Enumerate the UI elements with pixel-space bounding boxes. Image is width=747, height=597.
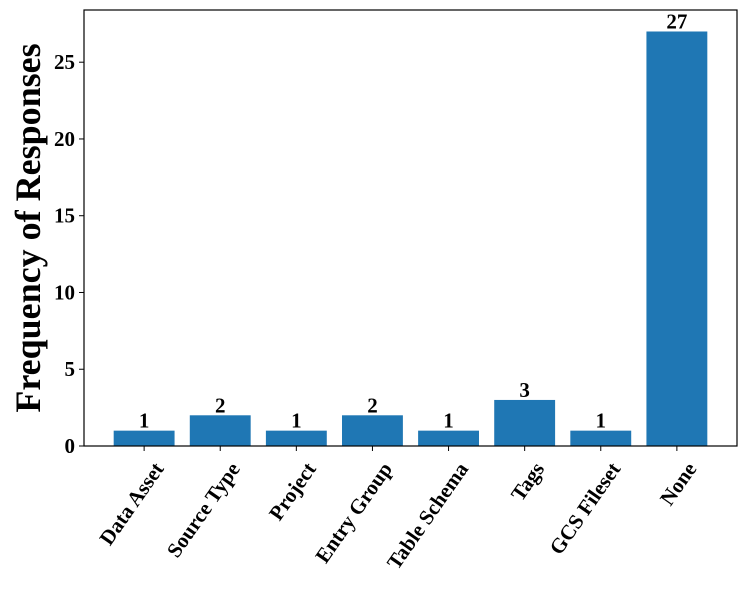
bar <box>570 430 632 446</box>
value-label: 1 <box>596 409 607 433</box>
x-tick-label: Entry Group <box>310 458 397 568</box>
x-tick-label: Data Asset <box>94 458 168 550</box>
x-tick-label: Table Schema <box>382 457 473 573</box>
bar <box>646 31 708 447</box>
x-tick-label: Project <box>264 458 321 525</box>
value-label: 3 <box>519 378 530 402</box>
x-tick-label: Source Type <box>162 458 245 562</box>
bar <box>342 415 403 446</box>
bar <box>418 430 479 446</box>
y-tick-label: 25 <box>54 50 75 74</box>
y-tick-label: 10 <box>54 280 75 304</box>
value-label: 1 <box>443 409 454 433</box>
y-tick-label: 5 <box>65 357 76 381</box>
y-tick-label: 0 <box>65 434 76 458</box>
value-label: 27 <box>666 9 687 33</box>
value-label: 2 <box>367 393 378 417</box>
x-tick-label: None <box>655 458 701 510</box>
x-tick-label: Tags <box>506 458 549 506</box>
y-axis-label: Frequency of Responses <box>8 43 48 412</box>
y-tick-label: 20 <box>54 127 75 151</box>
value-label: 1 <box>291 409 302 433</box>
bar <box>113 430 175 446</box>
value-label: 2 <box>215 393 226 417</box>
x-tick-label: GCS Fileset <box>544 458 625 559</box>
axes-frame <box>83 9 738 447</box>
bar <box>189 415 251 446</box>
bar <box>494 399 556 446</box>
bar <box>265 430 327 446</box>
y-tick-label: 15 <box>54 204 75 228</box>
value-label: 1 <box>139 409 150 433</box>
